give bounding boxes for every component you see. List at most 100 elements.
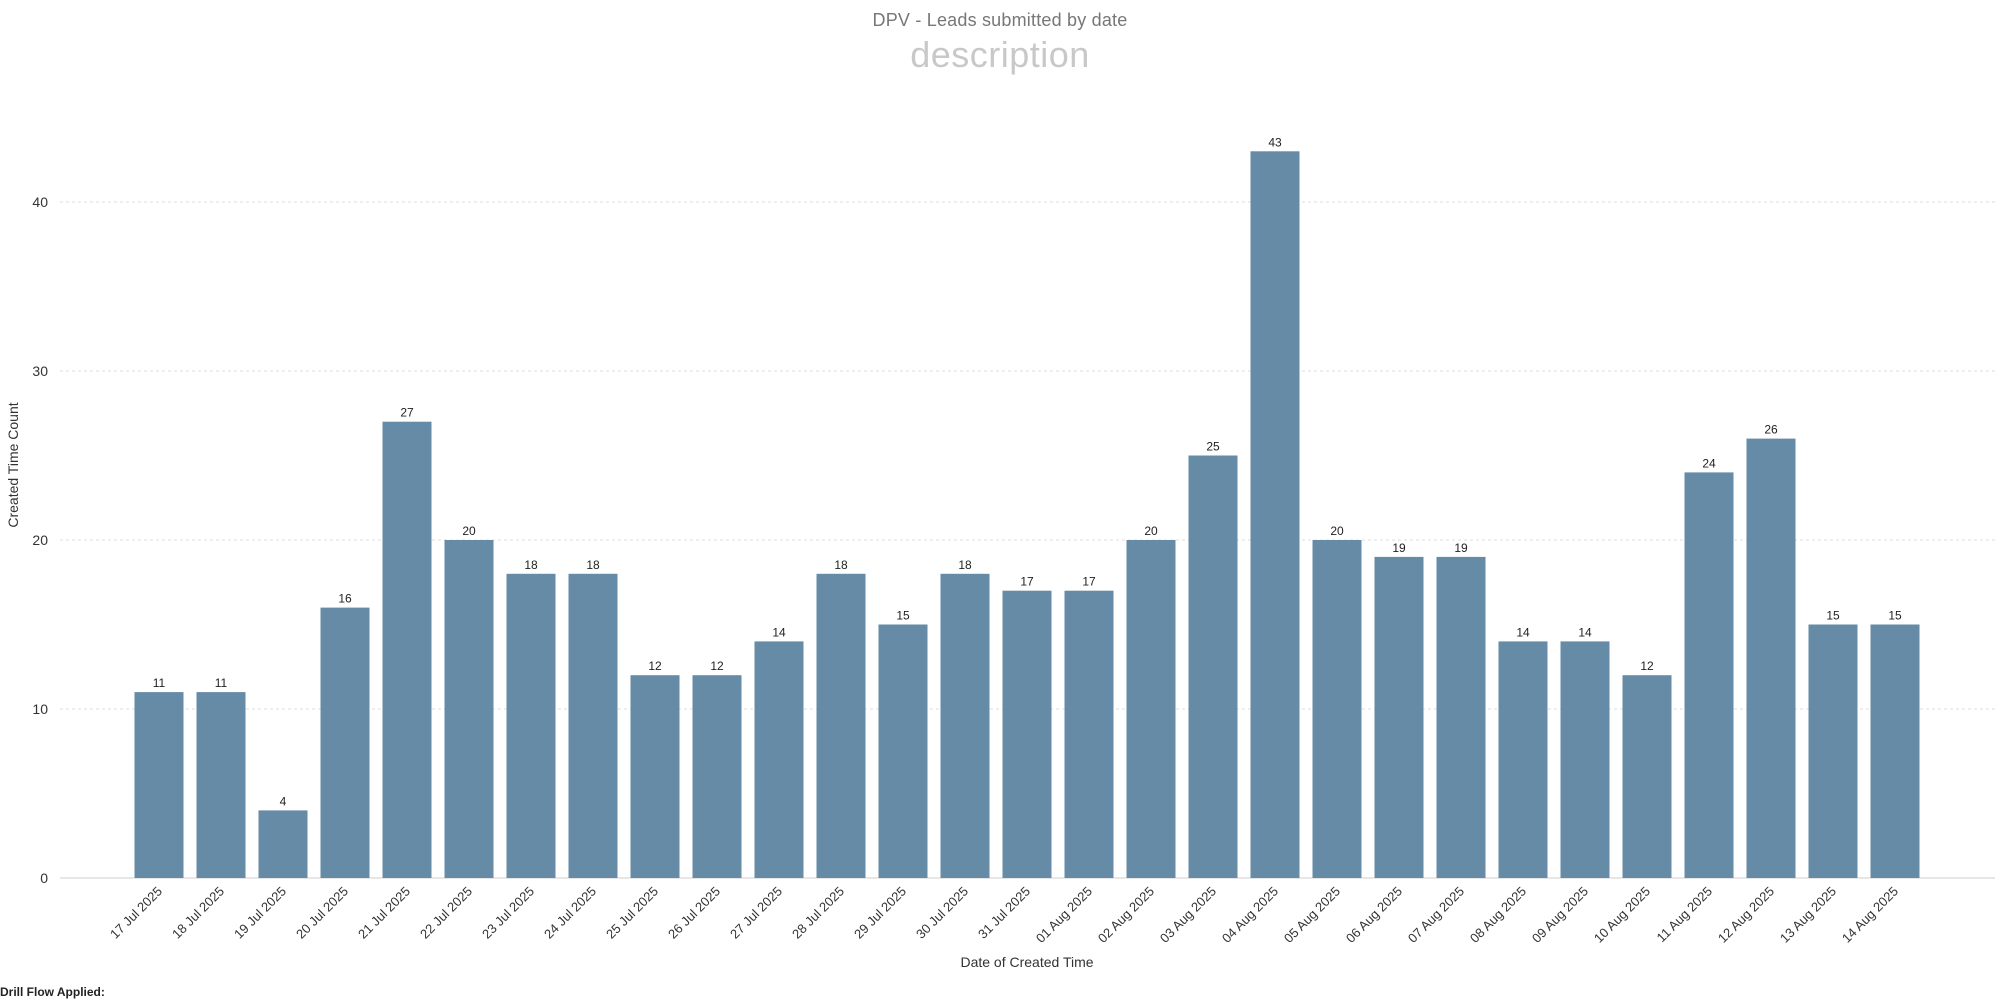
data-label: 18 [524, 558, 538, 572]
x-tick-label: 04 Aug 2025 [1219, 884, 1281, 946]
x-tick-label: 18 Jul 2025 [169, 884, 227, 942]
bar[interactable] [134, 692, 184, 878]
data-label: 17 [1020, 575, 1034, 589]
bar[interactable] [1250, 151, 1300, 879]
data-label: 12 [1640, 659, 1654, 673]
bar[interactable] [320, 607, 370, 878]
bar[interactable] [1064, 590, 1114, 878]
bar[interactable] [1188, 455, 1238, 879]
x-tick-label: 06 Aug 2025 [1343, 884, 1405, 946]
bar[interactable] [1002, 590, 1052, 878]
data-label: 16 [338, 592, 352, 606]
bar[interactable] [754, 641, 804, 878]
x-tick-label: 02 Aug 2025 [1095, 884, 1157, 946]
data-label: 18 [958, 558, 972, 572]
x-tick-label: 14 Aug 2025 [1839, 884, 1901, 946]
x-tick-label: 12 Aug 2025 [1715, 884, 1777, 946]
bar[interactable] [382, 421, 432, 878]
x-tick-label: 09 Aug 2025 [1529, 884, 1591, 946]
x-tick-label: 22 Jul 2025 [417, 884, 475, 942]
data-label: 14 [1578, 625, 1592, 639]
data-label: 19 [1454, 541, 1468, 555]
bar[interactable] [1808, 624, 1858, 879]
data-label: 24 [1702, 456, 1716, 470]
bar[interactable] [506, 573, 556, 878]
data-label: 43 [1268, 135, 1282, 149]
x-tick-label: 28 Jul 2025 [789, 884, 847, 942]
data-label: 15 [1888, 609, 1902, 623]
drill-flow-label: Drill Flow Applied: [0, 985, 105, 999]
x-tick-label: 26 Jul 2025 [665, 884, 723, 942]
data-label: 11 [153, 676, 166, 690]
data-label: 27 [400, 406, 414, 420]
bar[interactable] [568, 573, 618, 878]
x-tick-label: 21 Jul 2025 [355, 884, 413, 942]
x-tick-label: 23 Jul 2025 [479, 884, 537, 942]
data-label: 12 [710, 659, 724, 673]
data-label: 26 [1764, 423, 1778, 437]
bar[interactable] [878, 624, 928, 879]
x-tick-label: 07 Aug 2025 [1405, 884, 1467, 946]
x-axis-ticks: 17 Jul 2025 18 Jul 2025 19 Jul 2025 20 Jul … [107, 884, 1901, 946]
x-tick-label: 10 Aug 2025 [1591, 884, 1653, 946]
bar[interactable] [258, 810, 308, 878]
bar[interactable] [444, 540, 494, 878]
y-axis-ticks: 0 10 20 30 40 [32, 194, 48, 886]
x-tick-label: 29 Jul 2025 [851, 884, 909, 942]
data-label: 12 [648, 659, 662, 673]
x-tick-label: 05 Aug 2025 [1281, 884, 1343, 946]
data-label: 4 [280, 794, 287, 808]
x-tick-label: 20 Jul 2025 [293, 884, 351, 942]
y-axis-title: Created Time Count [5, 402, 21, 527]
data-label: 15 [1826, 609, 1840, 623]
x-tick-label: 27 Jul 2025 [727, 884, 785, 942]
y-tick-label: 20 [32, 532, 48, 548]
bars [134, 151, 1920, 879]
x-tick-label: 25 Jul 2025 [603, 884, 661, 942]
x-tick-label: 17 Jul 2025 [107, 884, 165, 942]
bar[interactable] [196, 692, 246, 878]
bar[interactable] [816, 573, 866, 878]
y-tick-label: 30 [32, 363, 48, 379]
data-label: 18 [586, 558, 600, 572]
data-labels: 11 11 4 16 27 20 18 18 12 12 14 18 15 18 17 17 20 25 43 20 1… [153, 135, 1902, 808]
data-label: 25 [1206, 440, 1220, 454]
x-tick-label: 03 Aug 2025 [1157, 884, 1219, 946]
bar[interactable] [1312, 540, 1362, 878]
y-tick-label: 40 [32, 194, 48, 210]
bar[interactable] [1870, 624, 1920, 879]
bar[interactable] [1684, 472, 1734, 878]
bar[interactable] [1622, 675, 1672, 878]
y-tick-label: 0 [40, 870, 48, 886]
x-tick-label: 19 Jul 2025 [231, 884, 289, 942]
bar[interactable] [630, 675, 680, 878]
bar[interactable] [1498, 641, 1548, 878]
data-label: 15 [896, 609, 910, 623]
bar[interactable] [1746, 438, 1796, 878]
bar[interactable] [1560, 641, 1610, 878]
bar[interactable] [692, 675, 742, 878]
x-tick-label: 31 Jul 2025 [975, 884, 1033, 942]
data-label: 18 [834, 558, 848, 572]
data-label: 20 [462, 524, 476, 538]
bar[interactable] [1374, 556, 1424, 878]
bar[interactable] [1436, 556, 1486, 878]
chart-subtitle: description [910, 34, 1090, 75]
data-label: 14 [772, 625, 786, 639]
bar[interactable] [1126, 540, 1176, 878]
data-label: 17 [1082, 575, 1096, 589]
x-tick-label: 30 Jul 2025 [913, 884, 971, 942]
bar[interactable] [940, 573, 990, 878]
x-tick-label: 11 Aug 2025 [1654, 884, 1716, 946]
data-label: 11 [215, 676, 228, 690]
data-label: 20 [1144, 524, 1158, 538]
data-label: 14 [1516, 625, 1530, 639]
data-label: 20 [1330, 524, 1344, 538]
x-tick-label: 13 Aug 2025 [1777, 884, 1839, 946]
x-axis-title: Date of Created Time [960, 954, 1093, 970]
x-tick-label: 01 Aug 2025 [1033, 884, 1095, 946]
chart-title: DPV - Leads submitted by date [872, 10, 1128, 30]
x-tick-label: 24 Jul 2025 [541, 884, 599, 942]
y-tick-label: 10 [32, 701, 48, 717]
